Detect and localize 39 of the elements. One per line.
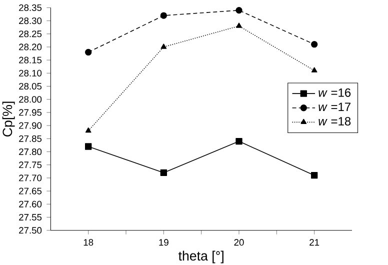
point bbox=[311, 41, 318, 48]
y-tick-label: 27.85 bbox=[19, 135, 42, 142]
y-tick-label: 28.05 bbox=[19, 82, 42, 90]
point bbox=[160, 12, 167, 19]
point bbox=[160, 44, 167, 49]
y-tick-label: 28.10 bbox=[19, 70, 42, 76]
y-tick-label: 27.90 bbox=[19, 122, 42, 129]
x-tick-label: 19 bbox=[159, 239, 168, 246]
y-tick-label: 28.35 bbox=[19, 4, 42, 11]
x-tick-label: 20 bbox=[234, 239, 244, 246]
y-tick-label: 27.70 bbox=[19, 174, 42, 182]
y-tick-label: 27.80 bbox=[19, 148, 42, 156]
x-tick-label: 18 bbox=[84, 239, 94, 246]
y-tick-label: 28.00 bbox=[19, 96, 42, 103]
y-tick-label: 27.95 bbox=[19, 109, 42, 116]
point bbox=[311, 172, 318, 179]
y-tick-label: 28.15 bbox=[19, 56, 42, 64]
y-tick-label: 27.75 bbox=[19, 162, 42, 168]
point bbox=[85, 143, 92, 150]
point bbox=[160, 169, 167, 176]
x-axis-title: theta [°] bbox=[178, 250, 224, 264]
y-tick-label: 27.60 bbox=[19, 200, 42, 208]
point bbox=[85, 127, 92, 133]
point bbox=[85, 48, 92, 56]
y-tick-label: 28.30 bbox=[19, 17, 42, 24]
x-tick-label: 21 bbox=[310, 239, 320, 246]
y-tick-label: 27.50 bbox=[19, 227, 42, 234]
legend-label: w =18 bbox=[318, 116, 351, 126]
legend-label: w =17 bbox=[318, 102, 350, 111]
y-axis-title: Cp[%] bbox=[2, 102, 15, 136]
point bbox=[236, 6, 242, 14]
y-tick-label: 28.20 bbox=[19, 44, 42, 50]
point bbox=[236, 22, 242, 28]
y-tick-label: 27.55 bbox=[19, 214, 42, 221]
y-tick-label: 27.65 bbox=[19, 188, 42, 194]
y-tick-label: 28.25 bbox=[19, 30, 42, 38]
point bbox=[311, 67, 318, 72]
legend-label: w =16 bbox=[318, 88, 351, 97]
point bbox=[236, 138, 242, 145]
